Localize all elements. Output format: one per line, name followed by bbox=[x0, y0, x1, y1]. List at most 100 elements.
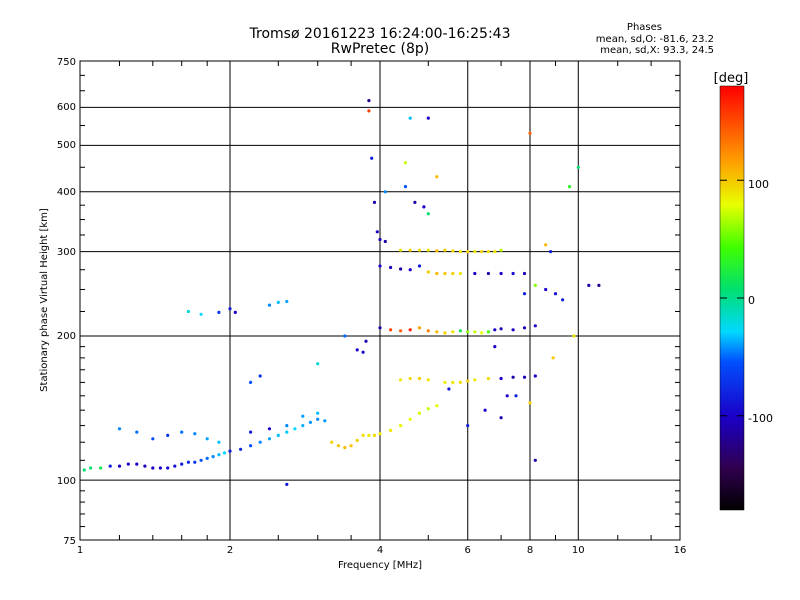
y-tick-label: 200 bbox=[57, 331, 76, 342]
data-point bbox=[533, 324, 537, 328]
data-point bbox=[451, 271, 455, 276]
data-point bbox=[522, 292, 527, 296]
data-point bbox=[217, 440, 221, 444]
grid-lines bbox=[80, 61, 680, 540]
data-point bbox=[193, 460, 197, 464]
data-point bbox=[443, 331, 447, 335]
data-point bbox=[473, 330, 477, 334]
data-point bbox=[458, 329, 462, 333]
data-point bbox=[528, 131, 532, 135]
data-point bbox=[151, 437, 155, 441]
data-point bbox=[466, 330, 470, 334]
data-point bbox=[426, 378, 430, 382]
data-point bbox=[151, 466, 155, 470]
x-axis-label: Frequency [MHz] bbox=[338, 560, 422, 571]
data-point bbox=[389, 265, 393, 270]
data-point bbox=[473, 250, 477, 254]
data-point bbox=[180, 430, 184, 434]
data-point bbox=[458, 380, 462, 384]
data-point bbox=[199, 312, 203, 316]
data-point bbox=[514, 394, 518, 398]
data-point bbox=[493, 345, 497, 349]
data-point bbox=[343, 445, 347, 450]
data-point bbox=[435, 271, 439, 276]
colorbar-tick-label: -100 bbox=[748, 412, 773, 425]
data-point bbox=[361, 433, 365, 437]
colorbar-tick-label: 100 bbox=[748, 178, 769, 191]
data-point bbox=[285, 424, 289, 428]
data-point bbox=[443, 248, 447, 252]
x-tick-label: 8 bbox=[527, 545, 533, 556]
data-point bbox=[361, 350, 365, 354]
data-point bbox=[285, 299, 289, 304]
data-point bbox=[378, 326, 382, 330]
data-point bbox=[417, 326, 422, 330]
data-point bbox=[403, 185, 408, 189]
data-point bbox=[217, 310, 221, 314]
data-point bbox=[522, 326, 527, 330]
data-point bbox=[473, 271, 477, 276]
x-tick-label: 10 bbox=[572, 545, 585, 556]
colorbar-ticks bbox=[720, 179, 744, 417]
data-point bbox=[486, 330, 490, 334]
data-point bbox=[378, 432, 382, 436]
data-point bbox=[587, 283, 591, 287]
data-point bbox=[158, 466, 162, 470]
data-point bbox=[408, 328, 412, 332]
data-point bbox=[293, 427, 297, 431]
data-point bbox=[378, 237, 382, 242]
data-point bbox=[426, 116, 430, 120]
data-point bbox=[399, 267, 403, 271]
data-point bbox=[522, 375, 527, 379]
data-point bbox=[426, 248, 430, 252]
data-point bbox=[389, 428, 393, 432]
data-point bbox=[166, 466, 170, 470]
y-tick-label: 400 bbox=[57, 187, 76, 198]
data-point bbox=[316, 362, 320, 366]
data-point bbox=[173, 464, 177, 468]
data-point bbox=[383, 190, 387, 194]
data-point bbox=[413, 200, 417, 204]
x-tick-label: 4 bbox=[377, 545, 383, 556]
data-point bbox=[330, 440, 334, 444]
data-point bbox=[511, 271, 515, 276]
data-point bbox=[211, 455, 215, 459]
data-point bbox=[117, 427, 122, 431]
data-point bbox=[336, 444, 340, 448]
data-point bbox=[239, 447, 243, 451]
data-point bbox=[408, 116, 412, 120]
data-point bbox=[451, 380, 455, 384]
data-point bbox=[493, 328, 497, 332]
data-point bbox=[466, 379, 470, 383]
data-point bbox=[426, 270, 430, 274]
data-point bbox=[435, 404, 439, 408]
data-point bbox=[426, 329, 430, 333]
data-point bbox=[473, 378, 477, 382]
data-point bbox=[367, 99, 371, 103]
data-point bbox=[458, 250, 462, 254]
data-point bbox=[399, 378, 403, 382]
data-point bbox=[466, 250, 470, 254]
data-point bbox=[597, 283, 601, 287]
data-point bbox=[267, 427, 272, 431]
data-point bbox=[417, 411, 422, 415]
data-point bbox=[99, 466, 103, 470]
y-tick-label: 600 bbox=[57, 102, 76, 113]
data-point bbox=[544, 243, 548, 247]
data-point bbox=[480, 331, 484, 335]
data-point bbox=[233, 310, 237, 314]
data-point bbox=[364, 339, 368, 343]
data-point bbox=[285, 430, 289, 434]
data-point bbox=[443, 271, 447, 276]
data-point bbox=[375, 230, 379, 234]
stats-x-mode: mean, sd,X: 93.3, 24.5 bbox=[600, 45, 714, 56]
data-point bbox=[493, 250, 497, 254]
data-point bbox=[349, 444, 353, 448]
data-point bbox=[417, 248, 422, 252]
data-point bbox=[408, 417, 412, 421]
data-point bbox=[383, 239, 387, 244]
data-point bbox=[323, 419, 327, 423]
data-point bbox=[301, 424, 305, 428]
data-point bbox=[399, 248, 403, 252]
y-tick-label: 500 bbox=[57, 140, 76, 151]
